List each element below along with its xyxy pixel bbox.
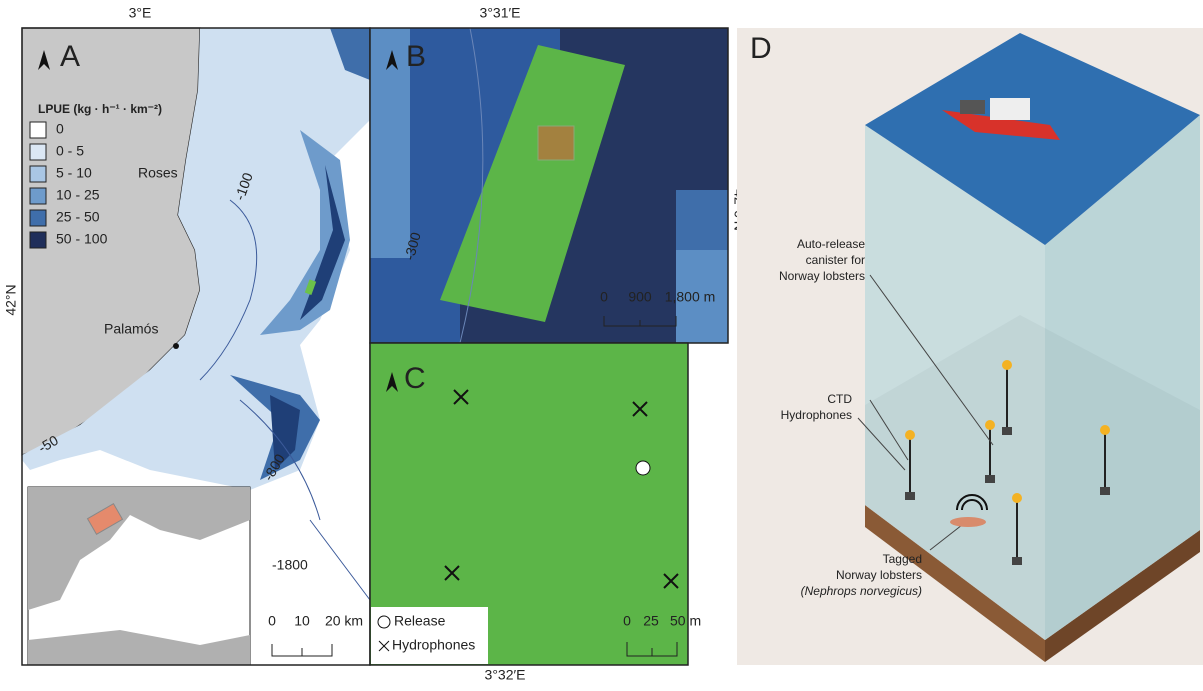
legend-swatch [30,232,46,248]
coord-label: 3°E [129,5,152,21]
legend-label: 0 [56,121,64,137]
coord-label: 3°32′E [485,667,526,683]
buoy [1012,493,1022,503]
panel-label: D [750,32,772,65]
panel-b: B -300 0 900 1,800 m [370,28,728,343]
legend-swatch [30,144,46,160]
callout-line: Norway lobsters [779,269,865,283]
coord-label: 42°N [3,284,19,315]
anchor [1002,427,1012,435]
buoy [905,430,915,440]
place-label: Roses [138,165,178,181]
legend-label: Hydrophones [392,637,475,653]
legend-label: 50 - 100 [56,231,108,247]
panel-c: C Release Hydrophones 0 25 50 m [370,343,701,665]
panel-label: C [404,362,426,395]
callout-line: Norway lobsters [836,568,922,582]
release-point [636,461,650,475]
scale-label: 0 [623,613,631,629]
scale-label: 50 m [670,613,701,629]
anchor [1012,557,1022,565]
legend-label: 0 - 5 [56,143,84,159]
callout: Hydrophones [781,408,852,422]
scale-label: 0 [600,289,608,305]
legend-label: 10 - 25 [56,187,100,203]
callout-line: canister for [806,253,865,267]
scale-label: 10 [294,613,310,629]
buoy [985,420,995,430]
place-dot [173,343,179,349]
callout-line: Auto-release [797,237,865,251]
legend-swatch [30,188,46,204]
scale-label: 25 [643,613,659,629]
legend-swatch [30,122,46,138]
legend-title: LPUE (kg · h⁻¹ · km⁻²) [38,102,162,116]
legend-label: 25 - 50 [56,209,100,225]
buoy [1100,425,1110,435]
panel-d: D Auto-release canister for Norway lobster… [737,28,1203,665]
cell [676,190,728,250]
panel-label: B [406,40,426,73]
figure: A LPUE (kg · h⁻¹ · km⁻²) 0 0 - 5 5 - 10 10 … [0,0,1203,686]
legend-label: Release [394,613,446,629]
scale-label: 1,800 m [665,289,716,305]
panel-label: A [60,40,80,73]
buoy [1002,360,1012,370]
panel-a: A LPUE (kg · h⁻¹ · km⁻²) 0 0 - 5 5 - 10 10 … [22,28,370,665]
callout-line: Tagged [883,552,922,566]
anchor [1100,487,1110,495]
place-label: Palamós [104,321,158,337]
anchor [985,475,995,483]
callout: CTD [827,392,852,406]
legend-label: 5 - 10 [56,165,92,181]
legend-swatch [30,166,46,182]
legend-swatch [30,210,46,226]
scale-label: 20 km [325,613,363,629]
site [538,126,574,160]
scale-label: 0 [268,613,276,629]
anchor [905,492,915,500]
coord-label: 3°31′E [480,5,521,21]
callout: (Nephrops norvegicus) [801,584,922,598]
contour-label: -1800 [272,557,308,573]
scale-label: 900 [628,289,652,305]
